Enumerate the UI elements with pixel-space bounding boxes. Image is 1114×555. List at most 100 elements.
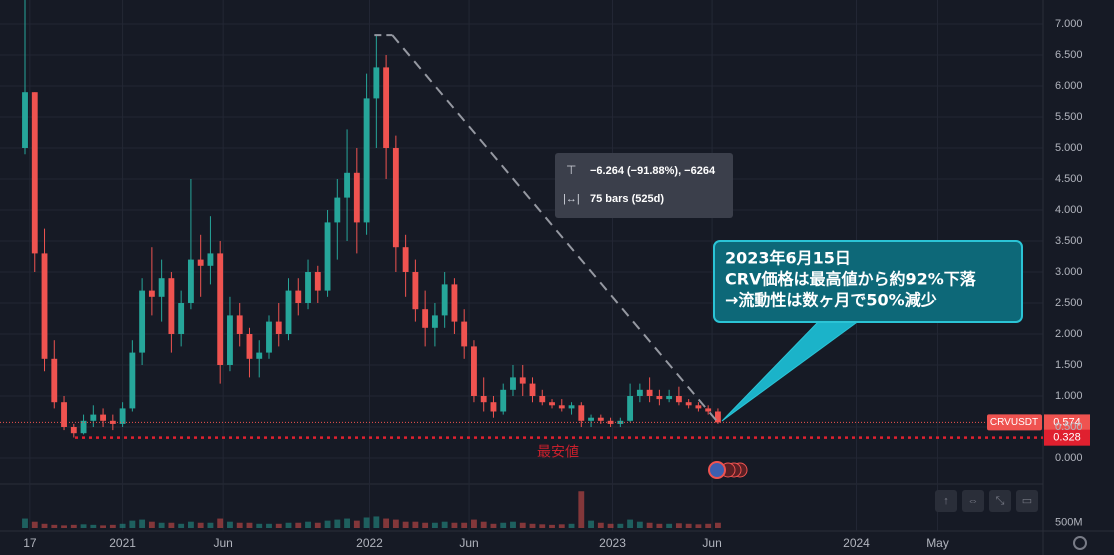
candle-body xyxy=(227,315,233,365)
toolbar: ↑ ⇔ ⤡ ▭ xyxy=(935,490,1087,550)
volume-bar xyxy=(207,522,214,528)
candle-body xyxy=(41,253,48,359)
candle-body xyxy=(383,67,390,148)
price-tag xyxy=(1044,414,1090,431)
volume-bar xyxy=(519,522,526,528)
candle-body xyxy=(158,278,165,297)
volume-bar xyxy=(607,523,614,528)
candle-body xyxy=(549,402,555,406)
callout-box xyxy=(713,240,1023,323)
volume-bar xyxy=(549,524,555,528)
candle-body xyxy=(675,396,682,403)
volume-bar xyxy=(217,518,224,528)
volume-bar xyxy=(61,525,67,528)
symbol-label: CRVUSDT xyxy=(990,417,1038,428)
price-label: 0.574 xyxy=(1053,416,1081,428)
candle-body xyxy=(236,315,243,334)
volume-bar xyxy=(295,522,302,528)
y-tick-label: 7.000 xyxy=(1055,18,1083,30)
autoscale-button[interactable] xyxy=(962,490,984,512)
candle-body xyxy=(187,259,194,303)
scroll-up-button[interactable] xyxy=(935,490,957,512)
candle-body xyxy=(627,396,634,421)
volume-bar xyxy=(285,522,292,528)
candle-body xyxy=(695,405,702,409)
volume-bar xyxy=(422,522,429,528)
volume-bar xyxy=(158,522,165,528)
candle-body xyxy=(61,402,67,427)
volume-bar xyxy=(636,521,643,528)
x-tick-label: May xyxy=(926,536,949,550)
callout-line: CRV価格は最高値から約92%下落 xyxy=(725,270,977,289)
candle-body xyxy=(646,389,653,396)
x-tick-label: 2023 xyxy=(599,536,626,550)
candle-body xyxy=(148,290,155,297)
volume-bar xyxy=(441,521,448,528)
volume-bar xyxy=(588,520,594,528)
tooltip-icon: ⊤ xyxy=(566,163,576,177)
candle-body xyxy=(324,222,331,291)
fullscreen-button[interactable] xyxy=(1016,490,1038,512)
candle-body xyxy=(129,352,136,409)
callout-line: →流動性は数ヶ月で50%減少 xyxy=(725,291,937,310)
candle-body xyxy=(90,414,97,421)
volume-bar xyxy=(246,522,253,528)
scale-button[interactable] xyxy=(989,490,1011,512)
y-tick-label: 4.000 xyxy=(1055,204,1083,216)
candle-body xyxy=(22,92,28,148)
candle-body xyxy=(119,408,126,424)
y-tick-label: 2.500 xyxy=(1055,297,1083,309)
min-price-tag xyxy=(1044,429,1090,446)
candle-body xyxy=(70,427,77,434)
min-label: 最安値 xyxy=(537,445,579,461)
icon: ⇔ xyxy=(968,495,979,507)
volume-bar xyxy=(695,524,702,528)
candle-body xyxy=(431,315,438,328)
event-flags xyxy=(708,461,748,479)
candle-body xyxy=(295,290,302,303)
volume-bar xyxy=(412,521,419,528)
x-tick-label: 2021 xyxy=(109,536,136,550)
y-tick-label: 0.000 xyxy=(1055,452,1083,464)
candle-body xyxy=(275,321,282,334)
x-tick-label: Jun xyxy=(459,536,478,550)
candle-body xyxy=(519,377,526,384)
candle-body xyxy=(578,405,585,421)
volume-bar xyxy=(451,522,458,528)
candle-body xyxy=(607,420,614,424)
volume-bar xyxy=(363,517,370,528)
volume-bar xyxy=(685,523,692,528)
volume-bar xyxy=(539,524,546,528)
event-flag[interactable] xyxy=(708,461,726,479)
volume-bar xyxy=(656,523,663,528)
volume-bar xyxy=(383,518,390,528)
candle-body xyxy=(617,420,624,424)
volume-bar xyxy=(597,522,604,528)
volume-bar xyxy=(227,521,233,528)
y-tick-label: 5.000 xyxy=(1055,142,1083,154)
settings-button[interactable] xyxy=(1073,536,1087,550)
icon: ⤡ xyxy=(996,495,1005,507)
min-price-label: 0.328 xyxy=(1053,432,1081,444)
candle-body xyxy=(344,172,350,198)
candle-body xyxy=(285,290,292,334)
candle-body xyxy=(31,92,38,254)
candle-body xyxy=(666,396,673,400)
candle-body xyxy=(539,396,546,403)
y-tick-label: 3.500 xyxy=(1055,235,1083,247)
candle-body xyxy=(100,414,107,421)
candle-body xyxy=(246,334,253,359)
y-tick-label: 0.500 xyxy=(1055,421,1083,433)
volume-bar xyxy=(490,523,497,528)
volume-bar xyxy=(471,519,477,528)
volume-bar xyxy=(41,523,48,528)
candle-body xyxy=(461,321,468,347)
candle-body xyxy=(353,172,360,223)
candle-body xyxy=(441,284,448,316)
volume-bar xyxy=(197,522,204,528)
volume-bar xyxy=(344,518,350,528)
candle-body xyxy=(178,303,185,334)
volume-bar xyxy=(187,521,194,528)
volume-bar xyxy=(70,524,77,528)
candle-body xyxy=(207,253,214,266)
